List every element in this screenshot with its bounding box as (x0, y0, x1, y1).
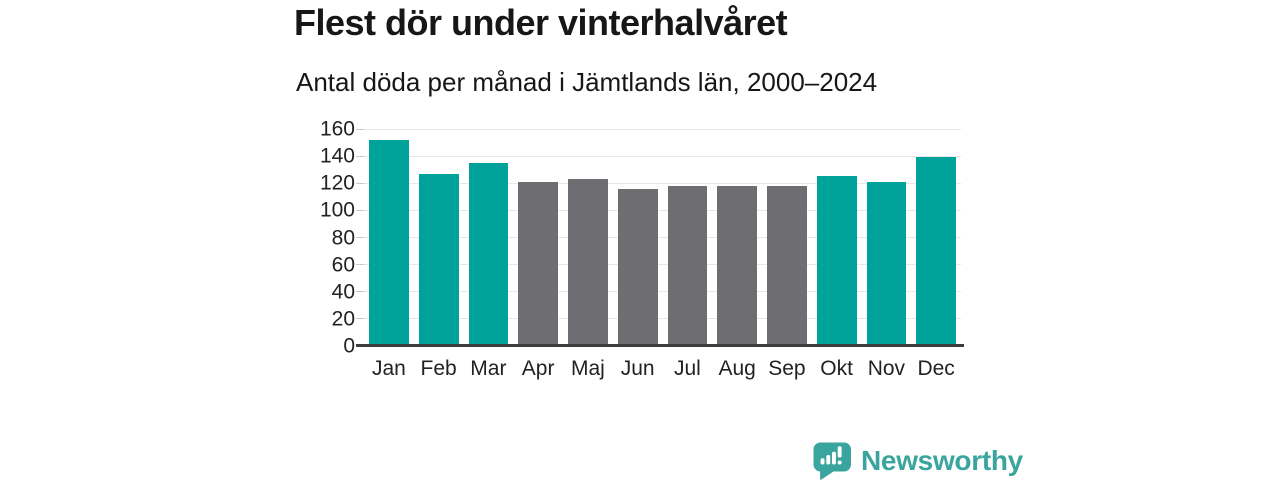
y-axis-label-100: 100 (319, 198, 355, 222)
gridline-120 (364, 182, 961, 184)
bar-apr (518, 181, 558, 346)
bar-chart-speech-bubble-icon (813, 442, 851, 480)
x-axis-label-jun: Jun (620, 357, 655, 380)
x-axis-line (356, 344, 964, 347)
y-axis-labels: 0 20 40 60 80 100 120 140 160 (270, 119, 355, 357)
x-axis-label-okt: Okt (820, 357, 853, 380)
x-axis-label-dec: Dec (917, 357, 955, 380)
x-axis-label-jul: Jul (673, 357, 701, 380)
y-axis-label-0: 0 (343, 334, 355, 358)
gridline-100 (364, 209, 961, 211)
brand-name: Newsworthy (861, 444, 1023, 476)
x-axis-label-aug: Aug (718, 357, 756, 380)
chart-subtitle: Antal döda per månad i Jämtlands län, 20… (296, 67, 878, 97)
newsworthy-logo: Newsworthy (812, 440, 1023, 481)
gridline-160 (364, 128, 961, 130)
y-axis-label-60: 60 (331, 253, 355, 277)
y-tick-20 (356, 318, 364, 320)
y-tick-40 (356, 291, 364, 293)
y-axis-label-140: 140 (319, 144, 355, 168)
y-tick-60 (356, 264, 364, 266)
chart-title: Flest dör under vinterhalvåret (294, 2, 788, 43)
x-axis-label-maj: Maj (570, 357, 605, 380)
x-axis-label-apr: Apr (521, 357, 555, 380)
gridline-40 (364, 291, 961, 293)
plot-area (356, 128, 961, 347)
bar-jan (369, 139, 409, 346)
bar-mar (468, 162, 509, 346)
y-tick-140 (356, 155, 364, 157)
bar-okt (816, 176, 857, 346)
y-axis-label-40: 40 (331, 280, 355, 304)
bar-maj (568, 179, 608, 346)
bar-jul (667, 185, 708, 346)
x-axis-label-sep: Sep (768, 357, 806, 380)
x-axis-label-jan: Jan (371, 357, 406, 380)
y-axis-label-120: 120 (319, 171, 355, 195)
y-tick-80 (356, 237, 364, 238)
y-tick-120 (356, 182, 364, 184)
y-tick-100 (356, 209, 364, 211)
bar-aug (717, 185, 757, 346)
y-axis-label-20: 20 (331, 307, 355, 331)
y-axis-label-80: 80 (331, 226, 355, 249)
bar-nov (866, 181, 907, 346)
bar-jun (617, 188, 658, 346)
x-axis-label-mar: Mar (470, 357, 507, 380)
bar-sep (767, 185, 807, 346)
y-tick-160 (356, 128, 364, 130)
x-axis-label-nov: Nov (867, 357, 906, 380)
bar-dec (916, 157, 956, 346)
x-axis-label-feb: Feb (420, 357, 457, 380)
gridline-80 (364, 237, 961, 238)
gridline-140 (364, 155, 961, 157)
y-axis-label-160: 160 (319, 117, 355, 141)
gridline-60 (364, 264, 961, 266)
gridline-20 (364, 318, 961, 320)
bar-feb (418, 173, 459, 346)
x-axis-labels: Jan Feb Mar Apr Maj Jun Jul Aug Sep Okt Nov Dec (364, 357, 961, 387)
